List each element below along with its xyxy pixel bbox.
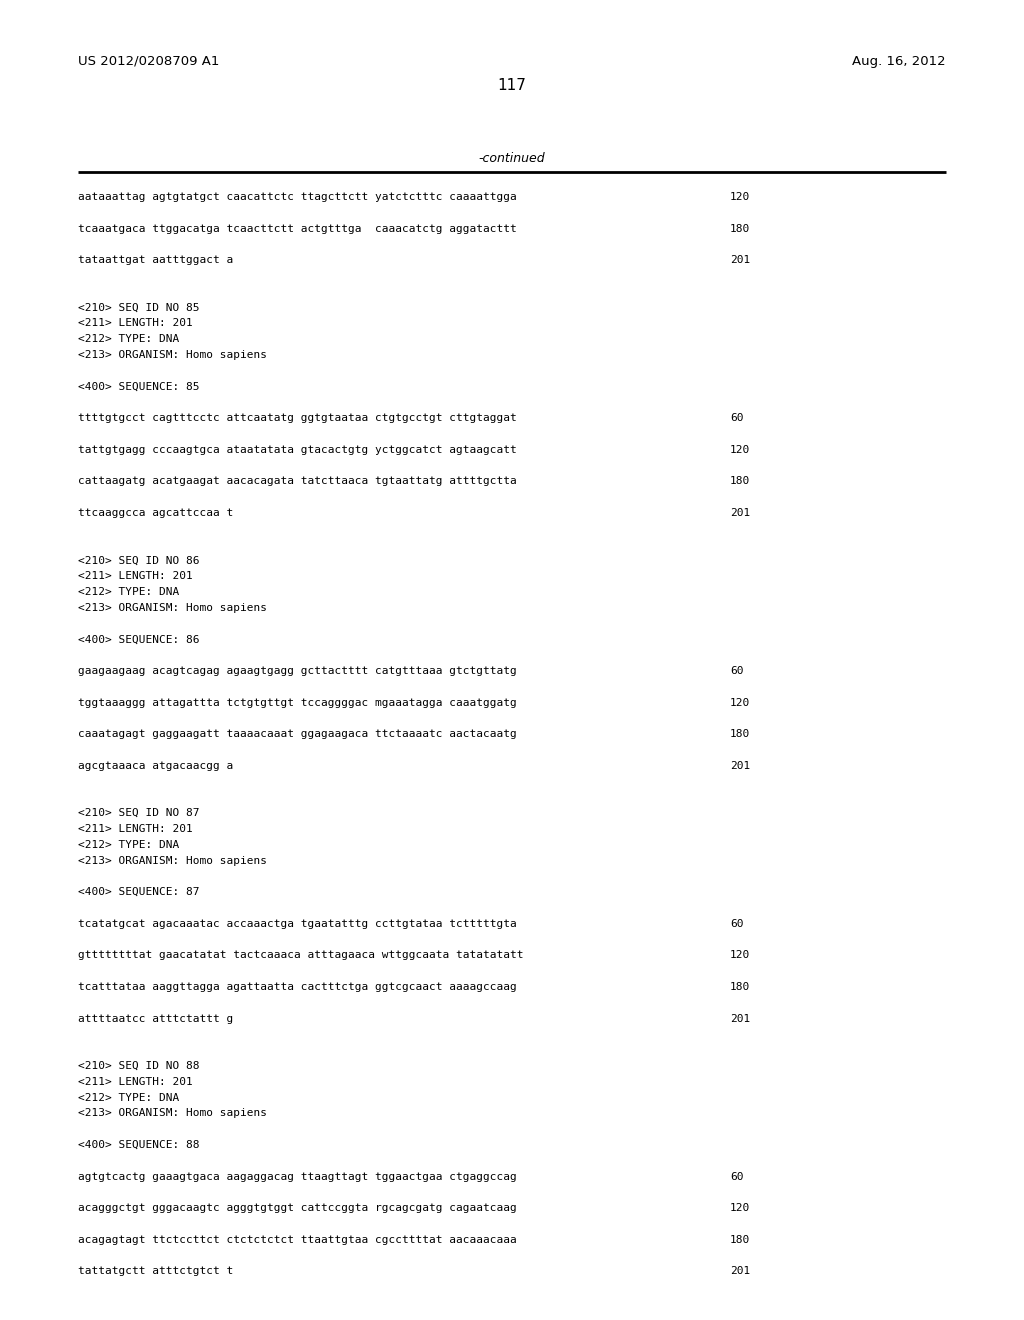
Text: 60: 60 — [730, 667, 743, 676]
Text: agcgtaaaca atgacaacgg a: agcgtaaaca atgacaacgg a — [78, 760, 233, 771]
Text: <213> ORGANISM: Homo sapiens: <213> ORGANISM: Homo sapiens — [78, 603, 267, 612]
Text: 201: 201 — [730, 508, 751, 517]
Text: 201: 201 — [730, 1014, 751, 1023]
Text: 120: 120 — [730, 1204, 751, 1213]
Text: <212> TYPE: DNA: <212> TYPE: DNA — [78, 840, 179, 850]
Text: 180: 180 — [730, 729, 751, 739]
Text: 180: 180 — [730, 1234, 751, 1245]
Text: 60: 60 — [730, 919, 743, 929]
Text: <400> SEQUENCE: 88: <400> SEQUENCE: 88 — [78, 1140, 200, 1150]
Text: caaatagagt gaggaagatt taaaacaaat ggagaagaca ttctaaaatc aactacaatg: caaatagagt gaggaagatt taaaacaaat ggagaag… — [78, 729, 517, 739]
Text: <210> SEQ ID NO 88: <210> SEQ ID NO 88 — [78, 1061, 200, 1071]
Text: <212> TYPE: DNA: <212> TYPE: DNA — [78, 334, 179, 345]
Text: tggtaaaggg attagattta tctgtgttgt tccaggggac mgaaatagga caaatggatg: tggtaaaggg attagattta tctgtgttgt tccaggg… — [78, 697, 517, 708]
Text: ttcaaggcca agcattccaa t: ttcaaggcca agcattccaa t — [78, 508, 233, 517]
Text: <210> SEQ ID NO 86: <210> SEQ ID NO 86 — [78, 556, 200, 565]
Text: 201: 201 — [730, 760, 751, 771]
Text: <212> TYPE: DNA: <212> TYPE: DNA — [78, 587, 179, 597]
Text: 180: 180 — [730, 982, 751, 993]
Text: 120: 120 — [730, 191, 751, 202]
Text: <211> LENGTH: 201: <211> LENGTH: 201 — [78, 1077, 193, 1086]
Text: acagggctgt gggacaagtc agggtgtggt cattccggta rgcagcgatg cagaatcaag: acagggctgt gggacaagtc agggtgtggt cattccg… — [78, 1204, 517, 1213]
Text: <400> SEQUENCE: 87: <400> SEQUENCE: 87 — [78, 887, 200, 898]
Text: <400> SEQUENCE: 85: <400> SEQUENCE: 85 — [78, 381, 200, 392]
Text: 201: 201 — [730, 1266, 751, 1276]
Text: <213> ORGANISM: Homo sapiens: <213> ORGANISM: Homo sapiens — [78, 1109, 267, 1118]
Text: 201: 201 — [730, 255, 751, 265]
Text: <212> TYPE: DNA: <212> TYPE: DNA — [78, 1093, 179, 1102]
Text: attttaatcc atttctattt g: attttaatcc atttctattt g — [78, 1014, 233, 1023]
Text: 60: 60 — [730, 1172, 743, 1181]
Text: 180: 180 — [730, 223, 751, 234]
Text: <213> ORGANISM: Homo sapiens: <213> ORGANISM: Homo sapiens — [78, 350, 267, 360]
Text: 120: 120 — [730, 950, 751, 961]
Text: <210> SEQ ID NO 85: <210> SEQ ID NO 85 — [78, 302, 200, 313]
Text: -continued: -continued — [478, 152, 546, 165]
Text: US 2012/0208709 A1: US 2012/0208709 A1 — [78, 55, 219, 69]
Text: 117: 117 — [498, 78, 526, 92]
Text: cattaagatg acatgaagat aacacagata tatcttaaca tgtaattatg attttgctta: cattaagatg acatgaagat aacacagata tatctta… — [78, 477, 517, 486]
Text: tattatgctt atttctgtct t: tattatgctt atttctgtct t — [78, 1266, 233, 1276]
Text: 180: 180 — [730, 477, 751, 486]
Text: ttttgtgcct cagtttcctc attcaatatg ggtgtaataa ctgtgcctgt cttgtaggat: ttttgtgcct cagtttcctc attcaatatg ggtgtaa… — [78, 413, 517, 424]
Text: gaagaagaag acagtcagag agaagtgagg gcttactttt catgtttaaa gtctgttatg: gaagaagaag acagtcagag agaagtgagg gcttact… — [78, 667, 517, 676]
Text: aataaattag agtgtatgct caacattctc ttagcttctt yatctctttc caaaattgga: aataaattag agtgtatgct caacattctc ttagctt… — [78, 191, 517, 202]
Text: acagagtagt ttctccttct ctctctctct ttaattgtaa cgccttttat aacaaacaaa: acagagtagt ttctccttct ctctctctct ttaattg… — [78, 1234, 517, 1245]
Text: 120: 120 — [730, 445, 751, 455]
Text: 120: 120 — [730, 697, 751, 708]
Text: <211> LENGTH: 201: <211> LENGTH: 201 — [78, 318, 193, 329]
Text: <213> ORGANISM: Homo sapiens: <213> ORGANISM: Homo sapiens — [78, 855, 267, 866]
Text: tcatatgcat agacaaatac accaaactga tgaatatttg ccttgtataa tctttttgta: tcatatgcat agacaaatac accaaactga tgaatat… — [78, 919, 517, 929]
Text: tataattgat aatttggact a: tataattgat aatttggact a — [78, 255, 233, 265]
Text: tattgtgagg cccaagtgca ataatatata gtacactgtg yctggcatct agtaagcatt: tattgtgagg cccaagtgca ataatatata gtacact… — [78, 445, 517, 455]
Text: <211> LENGTH: 201: <211> LENGTH: 201 — [78, 572, 193, 581]
Text: tcaaatgaca ttggacatga tcaacttctt actgtttga  caaacatctg aggatacttt: tcaaatgaca ttggacatga tcaacttctt actgttt… — [78, 223, 517, 234]
Text: <211> LENGTH: 201: <211> LENGTH: 201 — [78, 824, 193, 834]
Text: <210> SEQ ID NO 87: <210> SEQ ID NO 87 — [78, 808, 200, 818]
Text: Aug. 16, 2012: Aug. 16, 2012 — [852, 55, 946, 69]
Text: agtgtcactg gaaagtgaca aagaggacag ttaagttagt tggaactgaa ctgaggccag: agtgtcactg gaaagtgaca aagaggacag ttaagtt… — [78, 1172, 517, 1181]
Text: 60: 60 — [730, 413, 743, 424]
Text: <400> SEQUENCE: 86: <400> SEQUENCE: 86 — [78, 635, 200, 644]
Text: gttttttttat gaacatatat tactcaaaca atttagaaca wttggcaata tatatatatt: gttttttttat gaacatatat tactcaaaca atttag… — [78, 950, 523, 961]
Text: tcatttataa aaggttagga agattaatta cactttctga ggtcgcaact aaaagccaag: tcatttataa aaggttagga agattaatta cactttc… — [78, 982, 517, 993]
